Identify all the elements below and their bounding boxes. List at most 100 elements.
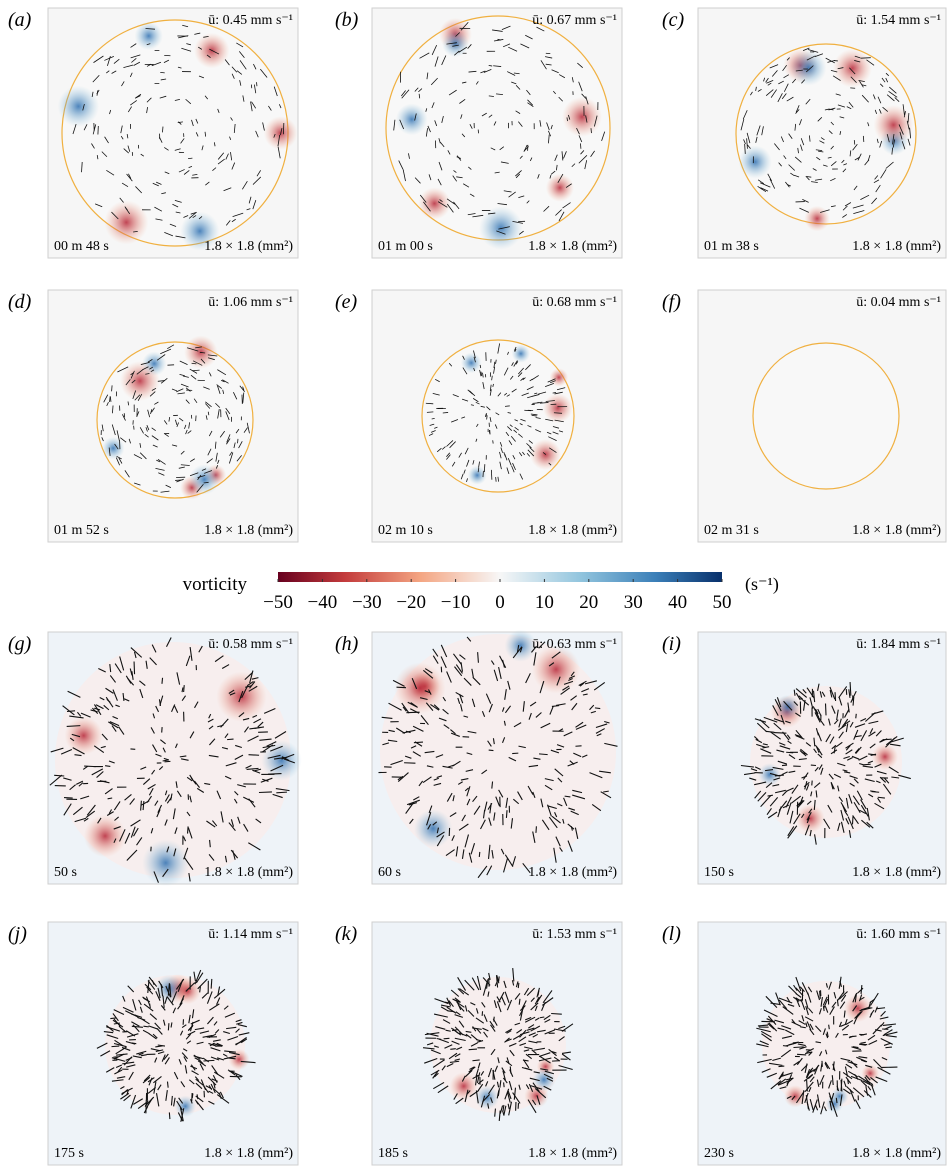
flow-arrow: [878, 797, 885, 798]
vorticity-patch: [142, 839, 189, 886]
field-size: 1.8 × 1.8 (mm²): [852, 523, 941, 538]
panel-label: (e): [335, 291, 358, 313]
field-size: 1.8 × 1.8 (mm²): [852, 1146, 941, 1161]
field-size: 1.8 × 1.8 (mm²): [852, 865, 941, 880]
flow-arrow: [495, 1109, 496, 1117]
vorticity-patch: [418, 187, 450, 219]
mean-speed: ū: 0.68 mm s⁻¹: [532, 295, 617, 310]
colorbar-tick-label: −10: [441, 592, 471, 613]
flow-arrow: [783, 1046, 788, 1047]
panel-label: (h): [335, 633, 359, 655]
flow-arrow: [162, 678, 163, 684]
mean-speed: ū: 0.04 mm s⁻¹: [856, 295, 941, 310]
flow-arrow: [506, 810, 507, 818]
droplet: [753, 343, 899, 489]
flow-arrow: [132, 1043, 137, 1044]
field-size: 1.8 × 1.8 (mm²): [528, 865, 617, 880]
vorticity-patch: [135, 22, 163, 50]
panel: [698, 8, 946, 258]
flow-arrow: [826, 703, 827, 715]
panel-label: (d): [8, 291, 32, 313]
vorticity-patch: [104, 200, 148, 244]
colorbar-tick-label: −30: [352, 592, 382, 613]
mean-speed: ū: 0.63 mm s⁻¹: [532, 637, 617, 652]
flow-arrow: [496, 477, 497, 482]
flow-arrow: [519, 999, 520, 1005]
flow-arrow: [539, 754, 548, 755]
flow-arrow: [864, 764, 871, 765]
flow-arrow: [850, 682, 851, 696]
vorticity-patch: [414, 809, 453, 848]
flow-arrow: [844, 1011, 845, 1018]
panel-label: (i): [662, 633, 681, 655]
vorticity-patch: [543, 393, 573, 423]
vorticity-patch: [872, 744, 898, 770]
time-stamp: 175 s: [54, 1146, 84, 1161]
droplet: [97, 342, 253, 498]
flow-arrow: [797, 1054, 806, 1055]
mean-speed: ū: 1.84 mm s⁻¹: [856, 637, 941, 652]
time-stamp: 50 s: [54, 865, 77, 880]
flow-arrow: [54, 775, 64, 776]
panel: [372, 630, 622, 884]
flow-arrow: [141, 801, 142, 811]
flow-arrow: [856, 714, 857, 719]
time-stamp: 230 s: [704, 1146, 734, 1161]
flow-arrow: [426, 403, 433, 404]
panel: [698, 922, 946, 1165]
panel: [372, 8, 622, 258]
flow-arrow: [188, 826, 189, 833]
flow-arrow: [84, 766, 96, 767]
mean-speed: ū: 0.45 mm s⁻¹: [208, 13, 293, 28]
vorticity-patch: [396, 103, 428, 135]
flow-arrow: [419, 94, 420, 98]
colorbar-tick-label: 30: [624, 592, 643, 613]
vorticity-patch: [84, 815, 127, 858]
panel-label: (j): [8, 923, 27, 945]
flow-arrow: [491, 470, 492, 480]
flow-arrow: [150, 1004, 151, 1008]
flow-arrow: [249, 755, 260, 756]
flow-arrow: [551, 1014, 562, 1015]
vorticity-patch: [804, 206, 830, 232]
panel-label: (g): [8, 633, 32, 655]
vorticity-patch: [102, 437, 125, 460]
panel-label: (l): [662, 923, 681, 945]
flow-arrow: [793, 1047, 803, 1048]
time-stamp: 01 m 00 s: [378, 239, 433, 254]
panel-label: (f): [662, 291, 681, 313]
panel-label: (b): [335, 9, 359, 31]
mean-speed: ū: 1.06 mm s⁻¹: [208, 295, 293, 310]
time-stamp: 02 m 10 s: [378, 523, 433, 538]
flow-arrow: [200, 987, 201, 993]
time-stamp: 01 m 52 s: [54, 523, 109, 538]
mean-speed: ū: 1.60 mm s⁻¹: [856, 927, 941, 942]
flow-arrow: [861, 58, 871, 59]
panel-label: (a): [8, 9, 32, 31]
colorbar-unit: (s⁻¹): [745, 574, 779, 595]
time-stamp: 60 s: [378, 865, 401, 880]
flow-arrow: [480, 365, 481, 368]
mean-speed: ū: 1.53 mm s⁻¹: [532, 927, 617, 942]
flow-arrow: [504, 1082, 505, 1087]
colorbar-tick-label: 20: [579, 592, 598, 613]
time-stamp: 150 s: [704, 865, 734, 880]
flow-arrow: [112, 1046, 120, 1047]
flow-arrow: [108, 798, 113, 799]
panel: [372, 290, 622, 542]
panel-label: (c): [662, 9, 685, 31]
mean-speed: ū: 1.54 mm s⁻¹: [856, 13, 941, 28]
colorbar-tick-label: 40: [668, 592, 687, 613]
flow-arrow: [849, 1036, 856, 1037]
flow-arrow: [540, 1017, 545, 1018]
flow-arrow: [782, 765, 787, 766]
vorticity-patch: [479, 206, 523, 250]
flow-arrow: [492, 781, 493, 788]
flow-arrow: [210, 840, 211, 847]
flow-arrow: [160, 72, 164, 73]
field-size: 1.8 × 1.8 (mm²): [528, 523, 617, 538]
field-size: 1.8 × 1.8 (mm²): [204, 1146, 293, 1161]
vorticity-patch: [796, 804, 825, 833]
flow-arrow: [67, 711, 75, 712]
flow-arrow: [105, 766, 110, 767]
